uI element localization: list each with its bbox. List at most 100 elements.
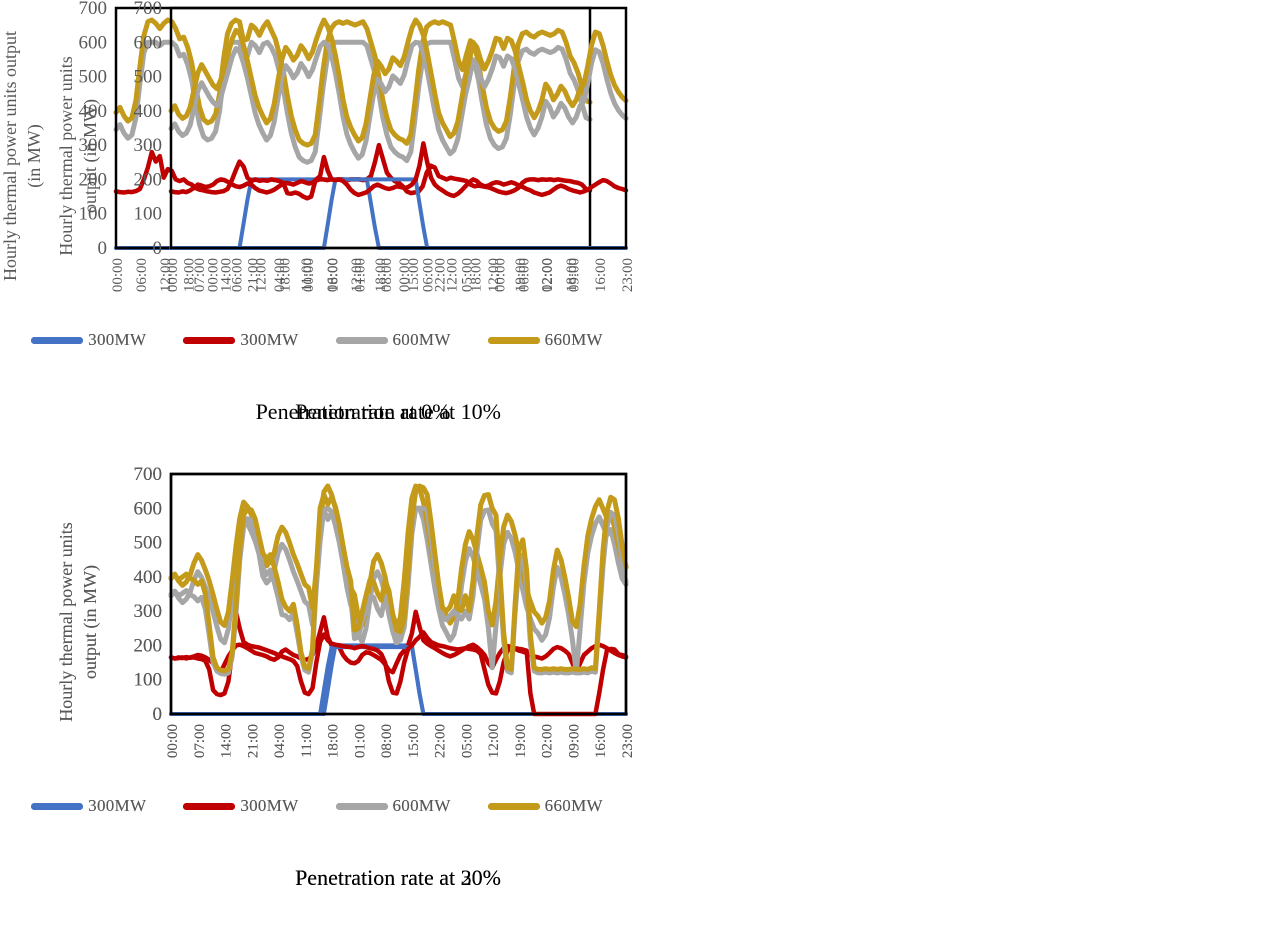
legend-item-blue-300mw: 300MW <box>31 330 146 350</box>
x-tick-label: 18:00 <box>326 258 342 292</box>
y-tick-label: 700 <box>79 0 108 19</box>
legend-label: 300MW <box>88 796 147 815</box>
y-tick-label: 0 <box>153 238 163 259</box>
y-tick-label: 300 <box>134 601 163 622</box>
x-tick-label: 18:00 <box>468 258 484 292</box>
x-tick-label: 04:00 <box>272 724 288 758</box>
series-line-gray-600mw <box>168 39 629 161</box>
y-axis-title: Hourly thermal power units <box>56 522 76 721</box>
x-tick-label: 00:00 <box>165 724 181 758</box>
chart-legend: 300MW 300MW 600MW 660MW <box>0 330 634 350</box>
legend-item-red-300mw: 300MW <box>183 330 298 350</box>
x-tick-label: 23:00 <box>620 724 634 758</box>
x-tick-label: 18:00 <box>373 258 389 292</box>
x-tick-label: 18:00 <box>326 724 342 758</box>
legend-label: 660MW <box>544 330 603 349</box>
y-tick-label: 200 <box>134 635 163 656</box>
y-tick-label: 100 <box>134 670 163 691</box>
legend-item-gold-660mw: 660MW <box>487 796 603 816</box>
x-tick-label: 12:00 <box>540 258 556 292</box>
legend-swatch-red-300mw <box>183 802 236 810</box>
x-tick-label: 14:00 <box>219 724 235 758</box>
line-chart-10pct: 0 100 200 300 400 500 600 700 Hourly thermal pow… <box>56 0 634 292</box>
x-tick-label: 18:00 <box>182 258 198 292</box>
chart-caption: Penetration rate at 30% <box>295 865 501 890</box>
x-tick-label: 05:00 <box>459 724 475 758</box>
legend-label: 300MW <box>88 330 147 349</box>
x-tick-label: 23:00 <box>620 724 634 758</box>
series-line-red-300mw <box>168 141 629 199</box>
x-tick-label: 01:00 <box>352 724 368 758</box>
x-tick-label: 16:00 <box>593 724 609 758</box>
legend-label: 660MW <box>544 796 603 815</box>
x-tick-label: 21:00 <box>245 724 261 758</box>
legend-swatch-blue-300mw <box>31 336 84 344</box>
x-tick-label: 09:00 <box>566 724 582 758</box>
x-tick-label: 22:00 <box>433 258 449 292</box>
legend-label: 300MW <box>88 330 147 349</box>
x-tick-label: 00:00 <box>165 258 181 292</box>
y-tick-label: 700 <box>134 466 163 485</box>
legend-label: 600MW <box>392 330 451 349</box>
x-tick-label: 23:00 <box>620 258 634 292</box>
x-tick-label: 02:00 <box>540 724 556 758</box>
y-tick-label: 200 <box>134 635 163 656</box>
y-tick-label: 500 <box>134 533 163 554</box>
x-tick-label: 11:00 <box>299 724 315 758</box>
x-tick-label: 19:00 <box>513 724 529 758</box>
x-tick-label: 02:00 <box>540 724 556 758</box>
legend-label: 660MW <box>544 330 603 349</box>
y-tick-label: 100 <box>79 204 108 225</box>
plot-frame <box>169 472 628 716</box>
x-tick-label: 18:00 <box>326 724 342 758</box>
y-tick-label: 400 <box>134 101 163 122</box>
legend-label: 300MW <box>240 796 299 815</box>
y-tick-label: 600 <box>79 32 108 53</box>
x-tick-label: 00:00 <box>492 258 508 292</box>
x-tick-label: 14:00 <box>219 724 235 758</box>
x-tick-label: 21:00 <box>245 258 261 292</box>
chart-caption: Penetration rate at 0% <box>255 399 451 424</box>
x-tick-label: 18:00 <box>564 258 580 292</box>
x-tick-label: 08:00 <box>379 724 395 758</box>
y-axis-title: output (in MW) <box>80 565 101 679</box>
series-line-red-300mw <box>168 609 629 675</box>
y-tick-label: 200 <box>79 169 108 190</box>
x-tick-label: 15:00 <box>406 724 422 758</box>
x-tick-label: 15:00 <box>406 258 422 292</box>
legend-label: 300MW <box>88 796 147 815</box>
x-tick-label: 07:00 <box>192 724 208 758</box>
chart-caption: Penetration rate at 20% <box>295 865 501 890</box>
y-tick-label: 600 <box>134 498 163 519</box>
legend-swatch-gold-660mw <box>487 802 540 810</box>
legend-item-red-300mw: 300MW <box>183 796 298 816</box>
x-tick-label: 05:00 <box>459 724 475 758</box>
x-tick-label: 04:00 <box>272 724 288 758</box>
series-line-blue-300mw <box>169 177 628 250</box>
x-tick-label: 12:00 <box>486 724 502 758</box>
x-tick-label: 08:00 <box>379 258 395 292</box>
legend-label: 600MW <box>392 796 451 815</box>
y-tick-label: 600 <box>134 498 163 519</box>
series-line-gold-660mw <box>168 17 629 144</box>
legend-label: 300MW <box>240 796 299 815</box>
series-line-gold-660mw <box>168 483 629 674</box>
legend-label: 660MW <box>544 796 603 815</box>
x-tick-label: 12:00 <box>158 258 174 292</box>
x-tick-label: 14:00 <box>219 258 235 292</box>
y-tick-label: 400 <box>134 567 163 588</box>
plot-frame <box>169 6 628 250</box>
line-chart-30pct: 0 100 200 300 400 500 600 700 Hourly thermal pow… <box>56 466 634 758</box>
x-tick-label: 06:00 <box>421 258 437 292</box>
x-tick-label: 12:00 <box>349 258 365 292</box>
x-tick-label: 00:00 <box>397 258 413 292</box>
chart-legend: 300MW 300MW 600MW 660MW <box>0 796 634 816</box>
legend-swatch-red-300mw <box>183 336 236 344</box>
chart-panel-30pct: 0 100 200 300 400 500 600 700 Hourly thermal pow… <box>0 466 634 931</box>
y-tick-label: 700 <box>134 466 163 485</box>
x-tick-label: 01:00 <box>352 724 368 758</box>
legend-label: 300MW <box>240 330 299 349</box>
chart-panel-10pct: 0 100 200 300 400 500 600 700 Hourly thermal pow… <box>0 0 634 465</box>
x-tick-label: 04:00 <box>272 258 288 292</box>
legend-item-blue-300mw: 300MW <box>31 796 146 816</box>
